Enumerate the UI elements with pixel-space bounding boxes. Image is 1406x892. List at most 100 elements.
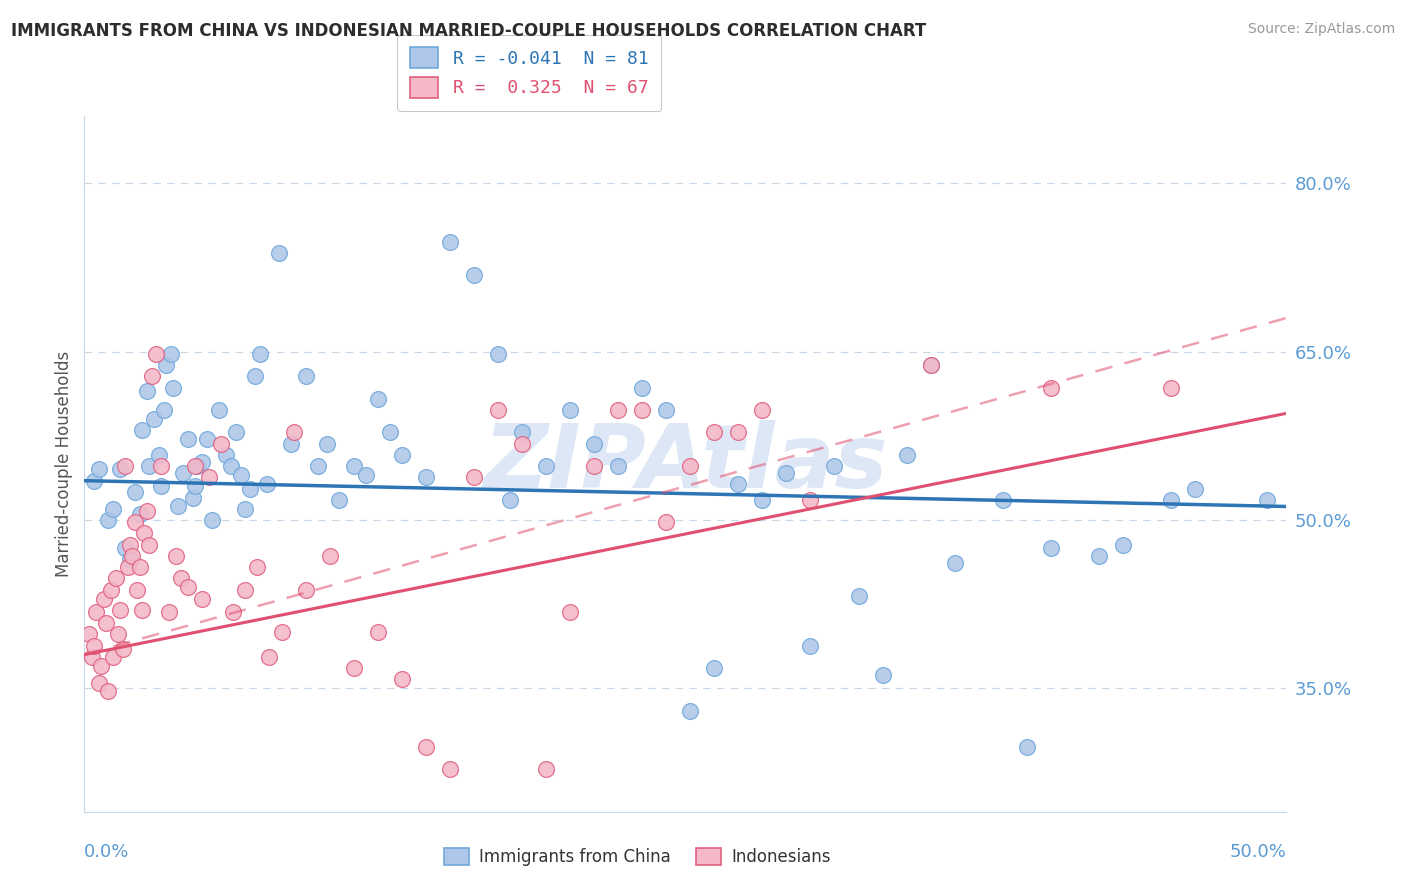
Point bbox=[90, 658, 112, 673]
Point bbox=[110, 462, 132, 476]
Point bbox=[354, 468, 377, 483]
Point bbox=[198, 470, 221, 484]
Point bbox=[195, 432, 218, 446]
Point bbox=[259, 649, 281, 664]
Point bbox=[83, 474, 105, 488]
Point bbox=[415, 739, 437, 754]
Point bbox=[343, 661, 366, 675]
Point bbox=[316, 436, 339, 450]
Point bbox=[93, 591, 115, 606]
Point bbox=[181, 491, 204, 505]
Point bbox=[318, 549, 340, 563]
Y-axis label: Married-couple Households: Married-couple Households bbox=[55, 351, 73, 577]
Point bbox=[799, 492, 821, 507]
Point bbox=[256, 477, 278, 491]
Text: Source: ZipAtlas.com: Source: ZipAtlas.com bbox=[1247, 22, 1395, 37]
Point bbox=[114, 541, 136, 555]
Point bbox=[1256, 492, 1278, 507]
Point bbox=[131, 603, 153, 617]
Point bbox=[110, 603, 132, 617]
Point bbox=[920, 358, 942, 372]
Point bbox=[415, 470, 437, 484]
Point bbox=[655, 403, 678, 417]
Point bbox=[246, 560, 269, 574]
Point bbox=[1039, 380, 1062, 394]
Point bbox=[367, 392, 389, 406]
Point bbox=[486, 403, 509, 417]
Point bbox=[138, 459, 160, 474]
Point bbox=[283, 425, 305, 440]
Point bbox=[631, 380, 654, 394]
Point bbox=[439, 762, 461, 776]
Point bbox=[80, 649, 103, 664]
Point bbox=[499, 492, 522, 507]
Point bbox=[367, 625, 389, 640]
Point bbox=[97, 683, 120, 698]
Point bbox=[177, 432, 200, 446]
Point bbox=[824, 459, 846, 474]
Point bbox=[294, 582, 316, 597]
Point bbox=[1184, 482, 1206, 496]
Point bbox=[583, 459, 606, 474]
Point bbox=[655, 515, 678, 529]
Point bbox=[97, 513, 120, 527]
Point bbox=[107, 627, 129, 641]
Point bbox=[799, 639, 821, 653]
Point bbox=[184, 459, 207, 474]
Point bbox=[510, 436, 533, 450]
Point bbox=[135, 384, 157, 398]
Point bbox=[1112, 538, 1135, 552]
Point bbox=[222, 605, 245, 619]
Point bbox=[191, 454, 214, 468]
Point bbox=[328, 492, 350, 507]
Point bbox=[679, 459, 702, 474]
Point bbox=[751, 492, 773, 507]
Point bbox=[269, 245, 291, 260]
Point bbox=[162, 380, 184, 394]
Point bbox=[186, 459, 208, 474]
Point bbox=[703, 425, 725, 440]
Point bbox=[104, 571, 127, 585]
Point bbox=[184, 479, 207, 493]
Point bbox=[177, 580, 200, 594]
Point bbox=[121, 549, 143, 563]
Point bbox=[191, 591, 214, 606]
Point bbox=[124, 515, 146, 529]
Point bbox=[872, 668, 894, 682]
Point bbox=[378, 425, 401, 440]
Point bbox=[225, 425, 247, 440]
Point bbox=[209, 436, 232, 450]
Point bbox=[235, 501, 257, 516]
Point bbox=[607, 459, 630, 474]
Point bbox=[77, 627, 100, 641]
Point bbox=[83, 639, 105, 653]
Point bbox=[124, 484, 146, 499]
Point bbox=[127, 582, 149, 597]
Point bbox=[103, 501, 125, 516]
Point bbox=[114, 459, 136, 474]
Point bbox=[1160, 380, 1182, 394]
Point bbox=[775, 466, 797, 480]
Point bbox=[391, 673, 413, 687]
Point bbox=[150, 479, 173, 493]
Point bbox=[165, 549, 187, 563]
Point bbox=[100, 582, 122, 597]
Point bbox=[208, 403, 231, 417]
Point bbox=[135, 504, 157, 518]
Point bbox=[703, 661, 725, 675]
Point bbox=[118, 538, 141, 552]
Point bbox=[727, 425, 749, 440]
Point bbox=[679, 704, 702, 718]
Point bbox=[155, 358, 177, 372]
Point bbox=[294, 369, 316, 384]
Point bbox=[138, 538, 160, 552]
Point bbox=[751, 403, 773, 417]
Point bbox=[131, 423, 153, 437]
Point bbox=[103, 649, 125, 664]
Point bbox=[87, 675, 110, 690]
Point bbox=[86, 605, 108, 619]
Point bbox=[145, 347, 167, 361]
Point bbox=[172, 466, 194, 480]
Point bbox=[249, 347, 271, 361]
Point bbox=[243, 369, 266, 384]
